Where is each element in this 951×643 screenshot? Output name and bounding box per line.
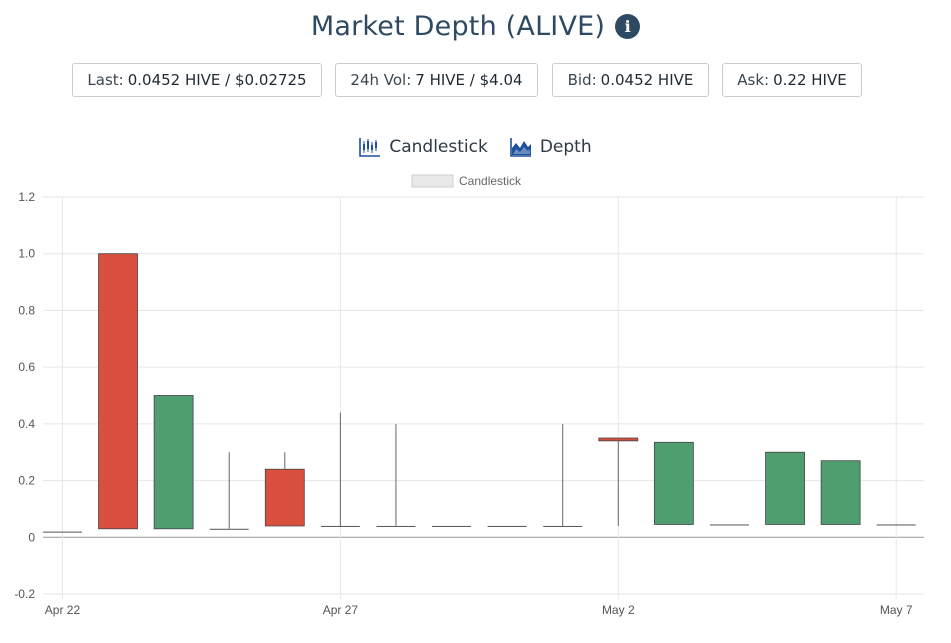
candle[interactable] [598,437,639,526]
stat-bid: Bid: 0.0452 HIVE [552,63,709,97]
chart-legend[interactable]: Candlestick [411,174,522,188]
stats-bar: Last: 0.0452 HIVE / $0.02725 24h Vol: 7 … [0,63,951,99]
y-tick-label: 1.2 [18,190,35,204]
candle-body [320,525,360,527]
candle-body [376,525,416,527]
candle-body [487,525,527,527]
candle[interactable] [153,395,194,530]
y-tick-label: 0 [28,530,35,544]
x-tick-label: May 2 [602,603,635,617]
candlestick-icon [359,138,381,157]
candle[interactable] [487,525,527,527]
tab-depth[interactable]: Depth [510,137,592,157]
candle[interactable] [320,412,360,527]
candle-body [42,531,82,533]
y-tick-label: 0.6 [18,360,35,374]
y-tick-label: 0.4 [18,417,35,431]
stat-bid-label: Bid: [567,71,597,89]
legend-swatch [411,174,454,188]
stat-ask: Ask: 0.22 HIVE [722,63,862,97]
x-axis-ticks: Apr 22 Apr 27 May 2 May 7 [45,603,913,617]
stat-bid-value: 0.0452 HIVE [600,71,694,89]
page-title: Market Depth (ALIVE) [310,10,606,42]
candle[interactable] [876,524,916,526]
candle-body [98,253,138,530]
candle[interactable] [42,531,82,533]
candle-body [876,524,916,526]
y-tick-label: -0.2 [14,587,35,601]
candle[interactable] [209,452,249,530]
stat-ask-value: 0.22 HIVE [773,71,847,89]
candle-body [820,460,861,525]
stat-ask-label: Ask: [737,71,770,89]
candle[interactable] [765,451,805,525]
x-tick-label: Apr 27 [323,603,359,617]
stat-volume-value: 7 HIVE / $4.04 [415,71,523,89]
chart-type-tabs: Candlestick Depth [0,133,951,161]
y-tick-label: 1.0 [18,247,35,261]
stat-last: Last: 0.0452 HIVE / $0.02725 [72,63,322,97]
candle-body [598,437,639,442]
candle-body [543,525,583,527]
tab-candlestick-label: Candlestick [389,137,488,157]
legend-label: Candlestick [459,174,522,188]
y-tick-label: 0.8 [18,303,35,317]
stat-last-label: Last: [87,71,124,89]
candle[interactable] [98,253,138,530]
x-tick-label: Apr 22 [45,603,81,617]
candle-body [209,528,249,530]
candle-body [653,441,694,525]
candle[interactable] [653,441,694,525]
tab-candlestick[interactable]: Candlestick [359,137,488,157]
title-row: Market Depth (ALIVE) i [0,6,951,46]
candle-body [765,451,805,525]
chart-grid [43,196,924,599]
candle[interactable] [709,524,749,526]
candle-body [709,524,749,526]
candle[interactable] [820,460,861,525]
candle-body [153,395,194,530]
stat-volume-label: 24h Vol: [350,71,412,89]
stat-last-value: 0.0452 HIVE / $0.02725 [127,71,307,89]
tab-depth-label: Depth [539,137,592,157]
stat-volume: 24h Vol: 7 HIVE / $4.04 [335,63,538,97]
area-chart-icon [510,138,531,157]
y-axis-ticks: -0.2 0 0.2 0.4 0.6 0.8 1.0 1.2 [14,190,35,601]
info-icon[interactable]: i [615,13,641,39]
candle[interactable] [432,525,472,527]
y-tick-label: 0.2 [18,474,35,488]
candle[interactable] [264,452,305,527]
candle[interactable] [376,423,416,527]
candle-body [432,525,472,527]
candle[interactable] [543,423,583,527]
x-tick-label: May 7 [880,603,913,617]
candlestick-chart: Candlestick -0.2 0 0.2 0.4 0.6 0.8 1.0 1.2 Apr … [14,174,924,617]
candles [42,253,916,533]
candle-body [264,468,305,527]
